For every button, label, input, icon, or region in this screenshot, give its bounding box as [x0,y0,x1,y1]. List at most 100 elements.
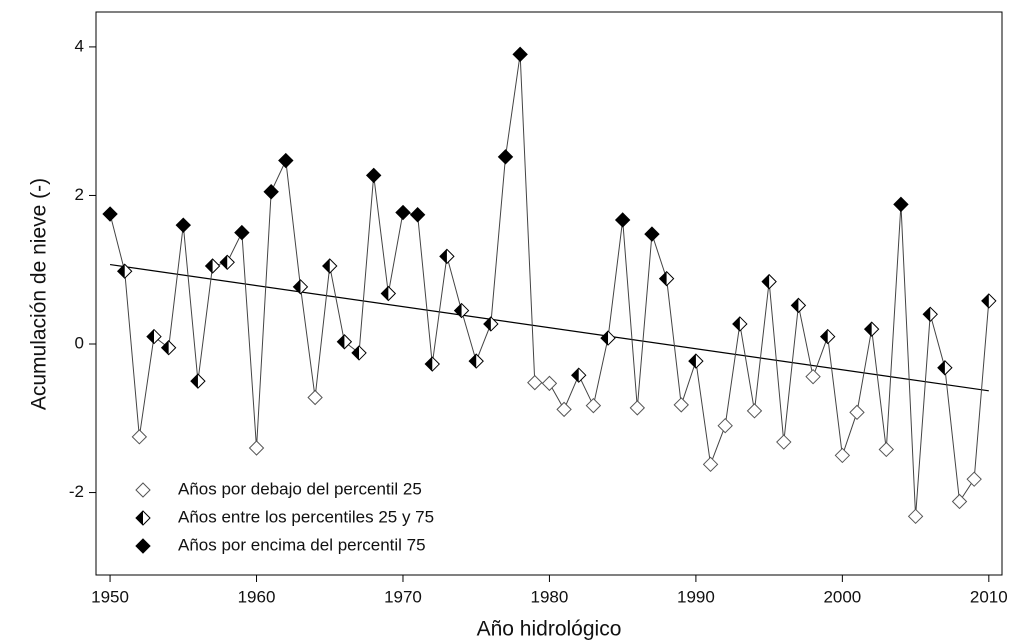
marker-part [585,397,602,414]
x-tick-label: 1950 [91,587,129,606]
x-axis-title: Año hidrológico [477,618,622,641]
point [614,212,631,228]
marker-part [717,418,733,434]
marker-part [966,471,982,487]
marker-part [893,196,909,213]
marker-part [762,274,770,289]
marker-part [146,329,154,344]
marker-part [864,322,872,337]
point [644,226,660,242]
marker-part [923,307,931,322]
point [102,206,118,222]
marker-part [834,447,851,464]
point [658,270,675,287]
marker-part [512,46,528,63]
point [248,440,265,456]
marker-part [878,441,895,458]
y-axis-title: Acumulación de nieve (-) [28,178,51,410]
point [453,302,470,319]
point [365,167,382,184]
point [395,204,411,221]
point [131,429,148,445]
legend-label: Años por debajo del percentil 25 [178,479,422,498]
marker-part [454,303,462,318]
point [439,248,455,265]
point [629,400,646,416]
marker-part [220,255,228,270]
point [190,373,206,389]
point [204,258,221,274]
point [160,340,177,356]
marker-part [234,224,250,241]
point [820,328,836,345]
point [175,217,191,233]
marker-part [307,389,323,406]
point [717,418,733,434]
marker-part [497,149,514,165]
point [849,404,865,421]
point [863,321,880,337]
marker-part [601,331,609,346]
point [805,368,821,385]
marker-part [805,368,821,385]
marker-part [541,375,558,392]
legend-marker [135,482,151,498]
point [292,279,309,295]
marker-part [614,212,631,228]
point [483,316,499,332]
marker-part [937,360,945,375]
legend-label: Años entre los percentiles 25 y 75 [178,507,434,526]
point [263,184,279,200]
marker-part [776,434,792,450]
marker-part [102,206,118,222]
legend-label: Años por encima del percentil 75 [178,535,426,554]
point [571,367,587,383]
marker-part [322,259,330,274]
point [761,273,777,290]
y-tick-label: 4 [75,36,84,55]
point [278,152,294,169]
marker-part [688,354,696,369]
point [673,397,689,413]
marker-part [131,429,148,445]
marker-part [673,397,689,413]
marker-part [352,345,360,360]
legend-marker [135,510,151,526]
point [937,360,953,376]
marker-part [644,226,660,242]
point [351,345,367,361]
marker-part [135,482,151,498]
x-tick-label: 2000 [823,587,861,606]
marker-part [175,217,191,233]
point [981,293,997,309]
marker-part [365,167,382,184]
marker-part [395,204,411,221]
marker-part [469,354,477,369]
marker-part [556,401,572,418]
marker-part [571,368,579,383]
point [893,196,909,213]
marker-part [337,334,345,349]
marker-part [117,264,125,279]
point [424,356,440,372]
point [409,207,426,223]
marker-part [746,403,763,419]
marker-part [702,456,719,473]
marker-part [136,511,143,525]
point [732,316,748,332]
y-tick-label: 0 [75,333,84,352]
point [497,149,514,165]
point [776,434,792,450]
point [468,353,484,369]
marker-part [381,286,389,301]
point [966,471,982,487]
marker-part [190,374,198,389]
marker-part [425,357,433,372]
marker-part [907,508,924,525]
point [146,328,162,345]
point [702,456,719,473]
x-tick-label: 1980 [531,587,569,606]
marker-part [659,271,667,286]
marker-part [205,259,213,274]
